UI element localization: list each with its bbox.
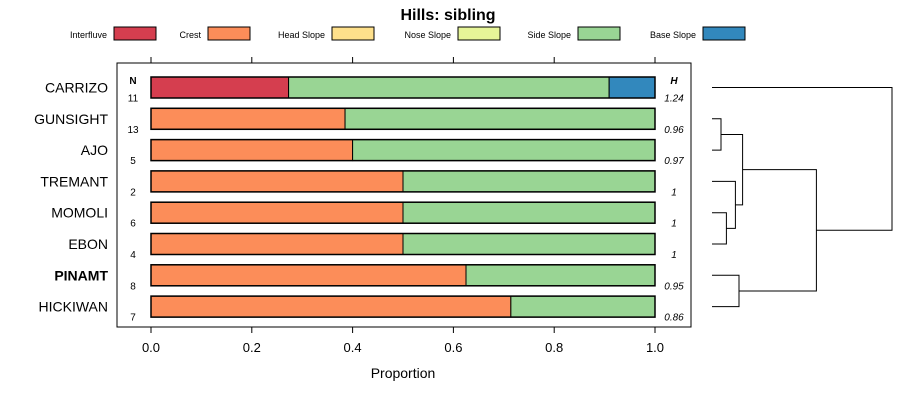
n-value-6: 8 xyxy=(130,281,136,292)
category-label-6: PINAMT xyxy=(54,267,108,283)
n-value-7: 7 xyxy=(130,313,136,324)
bar-segment-1-4 xyxy=(344,107,656,130)
dendro-link-root xyxy=(712,87,893,231)
bar-segment-6-1 xyxy=(150,264,467,287)
category-label-4: MOMOLI xyxy=(51,205,108,221)
legend: Interfluve Crest Head Slope Nose Slope Side … xyxy=(70,26,746,41)
bar-segment-3-4 xyxy=(402,170,656,193)
dendrogram xyxy=(712,87,893,308)
bar-outline-7 xyxy=(150,295,656,318)
x-tick-label-3: 0.6 xyxy=(444,340,462,355)
bar-segment-4-4 xyxy=(402,201,656,224)
h-value-5: 1 xyxy=(671,250,677,261)
x-tick-label-4: 0.8 xyxy=(545,340,563,355)
n-header: N xyxy=(129,76,136,87)
bar-segment-2-4 xyxy=(352,139,656,162)
n-value-4: 6 xyxy=(130,219,136,230)
dendro-link-group-a xyxy=(721,133,744,206)
legend-label-2: Head Slope xyxy=(278,30,325,40)
legend-label-5: Base Slope xyxy=(650,30,696,40)
bar-segment-7-4 xyxy=(510,295,656,318)
h-value-7: 0.86 xyxy=(664,313,684,324)
category-label-7: HICKIWAN xyxy=(39,299,108,315)
dendro-link-group-b xyxy=(739,169,817,292)
legend-label-1: Crest xyxy=(179,30,201,40)
n-value-1: 13 xyxy=(127,125,139,136)
legend-swatch-4 xyxy=(577,26,621,41)
x-tick-label-2: 0.4 xyxy=(344,340,362,355)
category-label-1: GUNSIGHT xyxy=(34,111,108,127)
bar-segment-0-0 xyxy=(150,76,290,99)
bar-segment-3-1 xyxy=(150,170,404,193)
legend-swatch-2 xyxy=(331,26,375,41)
bar-segment-4-1 xyxy=(150,201,404,224)
n-value-3: 2 xyxy=(130,187,136,198)
h-value-2: 0.97 xyxy=(664,156,684,167)
bar-outline-6 xyxy=(150,264,656,287)
bar-segment-5-1 xyxy=(150,233,404,255)
n-value-0: 11 xyxy=(128,94,139,105)
legend-swatch-1 xyxy=(207,26,251,41)
x-tick-label-0: 0.0 xyxy=(142,340,160,355)
h-header: H xyxy=(670,76,678,87)
bar-outline-1 xyxy=(150,107,656,131)
category-label-0: CARRIZO xyxy=(45,80,108,96)
bar-segment-0-5 xyxy=(608,76,656,99)
h-value-3: 1 xyxy=(671,187,677,198)
bar-segment-0-4 xyxy=(288,76,610,99)
x-axis-title: Proportion xyxy=(371,365,436,381)
plot-frame xyxy=(116,62,692,328)
dendro-link-tremant xyxy=(712,180,736,229)
bar-segment-2-1 xyxy=(150,139,354,162)
h-value-0: 1.24 xyxy=(664,94,684,105)
chart-title: Hills: sibling xyxy=(400,7,495,24)
bar-outline-5 xyxy=(150,232,656,256)
x-tick-label-5: 1.0 xyxy=(646,340,664,355)
h-value-1: 0.96 xyxy=(664,125,684,136)
category-label-3: TREMANT xyxy=(40,173,108,189)
dendro-link-momoli-ebon xyxy=(712,212,727,245)
category-label-5: EBON xyxy=(68,236,108,252)
dendro-link-gunsight-ajo xyxy=(712,118,722,151)
bar-segment-7-1 xyxy=(150,295,512,318)
bar-segment-6-4 xyxy=(465,264,656,287)
h-value-6: 0.95 xyxy=(664,281,684,292)
legend-label-4: Side Slope xyxy=(527,30,571,40)
legend-swatch-0 xyxy=(113,26,157,41)
category-label-2: AJO xyxy=(81,142,108,158)
bar-outline-0 xyxy=(150,76,656,99)
bar-segment-5-4 xyxy=(402,233,656,255)
bar-outline-4 xyxy=(150,201,656,224)
n-value-2: 5 xyxy=(130,156,136,167)
legend-swatch-5 xyxy=(702,26,746,41)
n-value-5: 4 xyxy=(130,250,136,261)
legend-swatch-3 xyxy=(457,26,501,41)
legend-label-0: Interfluve xyxy=(70,30,107,40)
bar-outline-3 xyxy=(150,170,656,193)
bar-outline-2 xyxy=(150,138,656,162)
dendro-link-pinamt-hickiwan xyxy=(712,274,740,308)
x-tick-label-1: 0.2 xyxy=(243,340,261,355)
bar-segment-1-1 xyxy=(150,107,346,130)
h-value-4: 1 xyxy=(671,219,677,230)
legend-label-3: Nose Slope xyxy=(404,30,451,40)
